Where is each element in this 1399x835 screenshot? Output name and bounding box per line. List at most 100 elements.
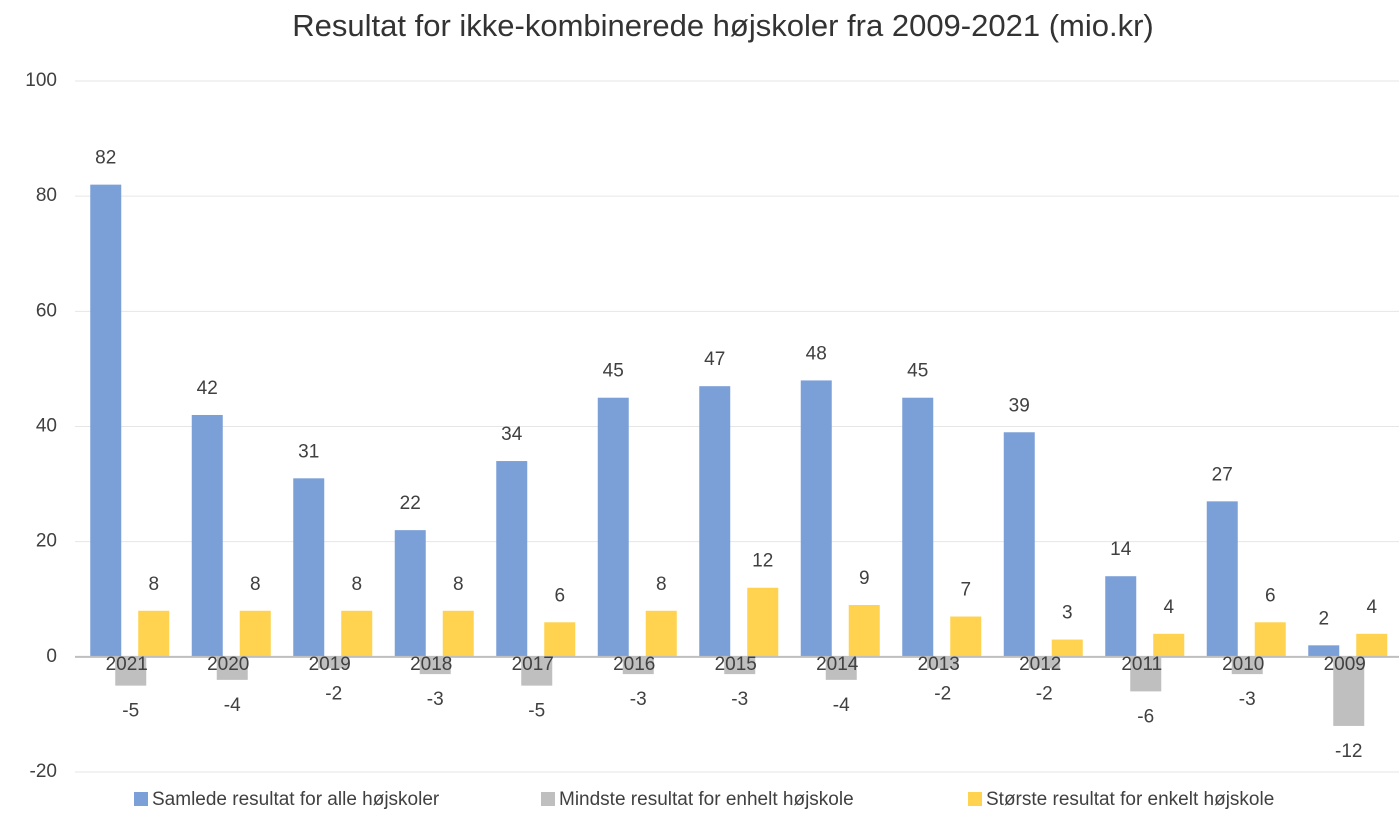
data-label: -4 <box>224 695 241 716</box>
bar <box>927 656 959 669</box>
bar <box>1333 656 1365 726</box>
data-label: 8 <box>351 574 362 595</box>
y-tick-label: 60 <box>36 300 57 321</box>
bar <box>394 530 426 657</box>
x-tick-label: 2018 <box>410 654 452 675</box>
bar <box>1003 432 1035 657</box>
bar <box>90 184 122 657</box>
data-label: 48 <box>806 343 827 364</box>
data-label: 14 <box>1110 539 1132 560</box>
x-tick-label: 2013 <box>918 654 960 675</box>
x-tick-label: 2015 <box>715 654 757 675</box>
bar <box>544 622 576 657</box>
y-tick-label: -20 <box>30 761 57 782</box>
bar <box>521 656 553 686</box>
y-tick-label: 0 <box>46 646 57 667</box>
data-label: 22 <box>400 493 421 514</box>
x-tick-label: 2012 <box>1019 654 1061 675</box>
bar <box>1231 656 1263 675</box>
data-label: -3 <box>427 689 444 710</box>
x-tick-label: 2019 <box>309 654 351 675</box>
bar <box>115 656 147 686</box>
bar <box>1153 633 1185 657</box>
data-label: 6 <box>554 585 565 606</box>
y-tick-label: 80 <box>36 185 57 206</box>
x-tick-label: 2021 <box>106 654 148 675</box>
bar <box>1206 501 1238 657</box>
y-tick-label: 100 <box>25 70 57 91</box>
bar <box>645 610 677 657</box>
x-tick-label: 2010 <box>1222 654 1264 675</box>
data-label: -2 <box>934 683 951 704</box>
legend-swatch <box>134 792 148 806</box>
data-label: 27 <box>1212 464 1233 485</box>
bar <box>1130 656 1162 692</box>
bar <box>318 656 350 669</box>
data-label: 2 <box>1318 608 1329 629</box>
data-label: -5 <box>528 701 545 722</box>
x-tick-label: 2009 <box>1324 654 1366 675</box>
legend-label: Mindste resultat for enhelt højskole <box>559 789 854 810</box>
x-tick-label: 2011 <box>1121 654 1162 675</box>
data-label: 45 <box>907 361 928 382</box>
data-label: -5 <box>122 701 139 722</box>
data-label: 39 <box>1009 395 1030 416</box>
bar <box>825 656 857 680</box>
data-label: -2 <box>1036 683 1053 704</box>
data-label: 34 <box>501 424 523 445</box>
bar <box>1308 645 1340 657</box>
bar <box>747 587 779 657</box>
data-label: 8 <box>656 574 667 595</box>
bar <box>191 414 223 657</box>
x-tick-label: 2017 <box>512 654 554 675</box>
x-tick-label: 2020 <box>207 654 249 675</box>
data-label: 7 <box>960 580 971 601</box>
data-label: 45 <box>603 361 624 382</box>
data-label: 4 <box>1366 597 1377 618</box>
legend-label: Største resultat for enkelt højskole <box>986 789 1274 810</box>
data-label: 12 <box>752 551 773 572</box>
bar <box>848 605 880 657</box>
y-tick-label: 20 <box>36 531 57 552</box>
bar <box>1356 633 1388 657</box>
data-label: 3 <box>1062 603 1073 624</box>
bar <box>699 386 731 657</box>
data-label: 6 <box>1265 585 1276 606</box>
data-label: -3 <box>630 689 647 710</box>
bar <box>419 656 451 675</box>
data-label: 82 <box>95 148 116 169</box>
bar <box>1254 622 1286 657</box>
data-label: -12 <box>1335 741 1362 762</box>
y-tick-label: 40 <box>36 416 57 437</box>
bar <box>1105 576 1137 657</box>
bar <box>216 656 248 680</box>
legend-swatch <box>968 792 982 806</box>
data-label: 8 <box>453 574 464 595</box>
bar <box>800 380 832 657</box>
bar <box>442 610 474 657</box>
x-tick-label: 2016 <box>613 654 655 675</box>
data-label: 9 <box>859 568 870 589</box>
x-tick-label: 2014 <box>816 654 859 675</box>
data-label: 31 <box>298 441 319 462</box>
bar <box>1028 656 1060 669</box>
legend-swatch <box>541 792 555 806</box>
data-label: -6 <box>1137 706 1154 727</box>
bar <box>341 610 373 657</box>
bar <box>950 616 982 657</box>
bar <box>1051 639 1083 657</box>
data-label: 8 <box>250 574 261 595</box>
bar <box>138 610 170 657</box>
chart-title: Resultat for ikke-kombinerede højskoler … <box>292 8 1153 43</box>
bar <box>902 397 934 657</box>
bar <box>622 656 654 675</box>
data-label: 4 <box>1163 597 1174 618</box>
data-label: 47 <box>704 349 725 370</box>
data-label: 42 <box>197 378 218 399</box>
data-label: -2 <box>325 683 342 704</box>
data-label: -3 <box>731 689 748 710</box>
legend-label: Samlede resultat for alle højskoler <box>152 789 440 810</box>
bar <box>239 610 271 657</box>
data-label: -3 <box>1239 689 1256 710</box>
